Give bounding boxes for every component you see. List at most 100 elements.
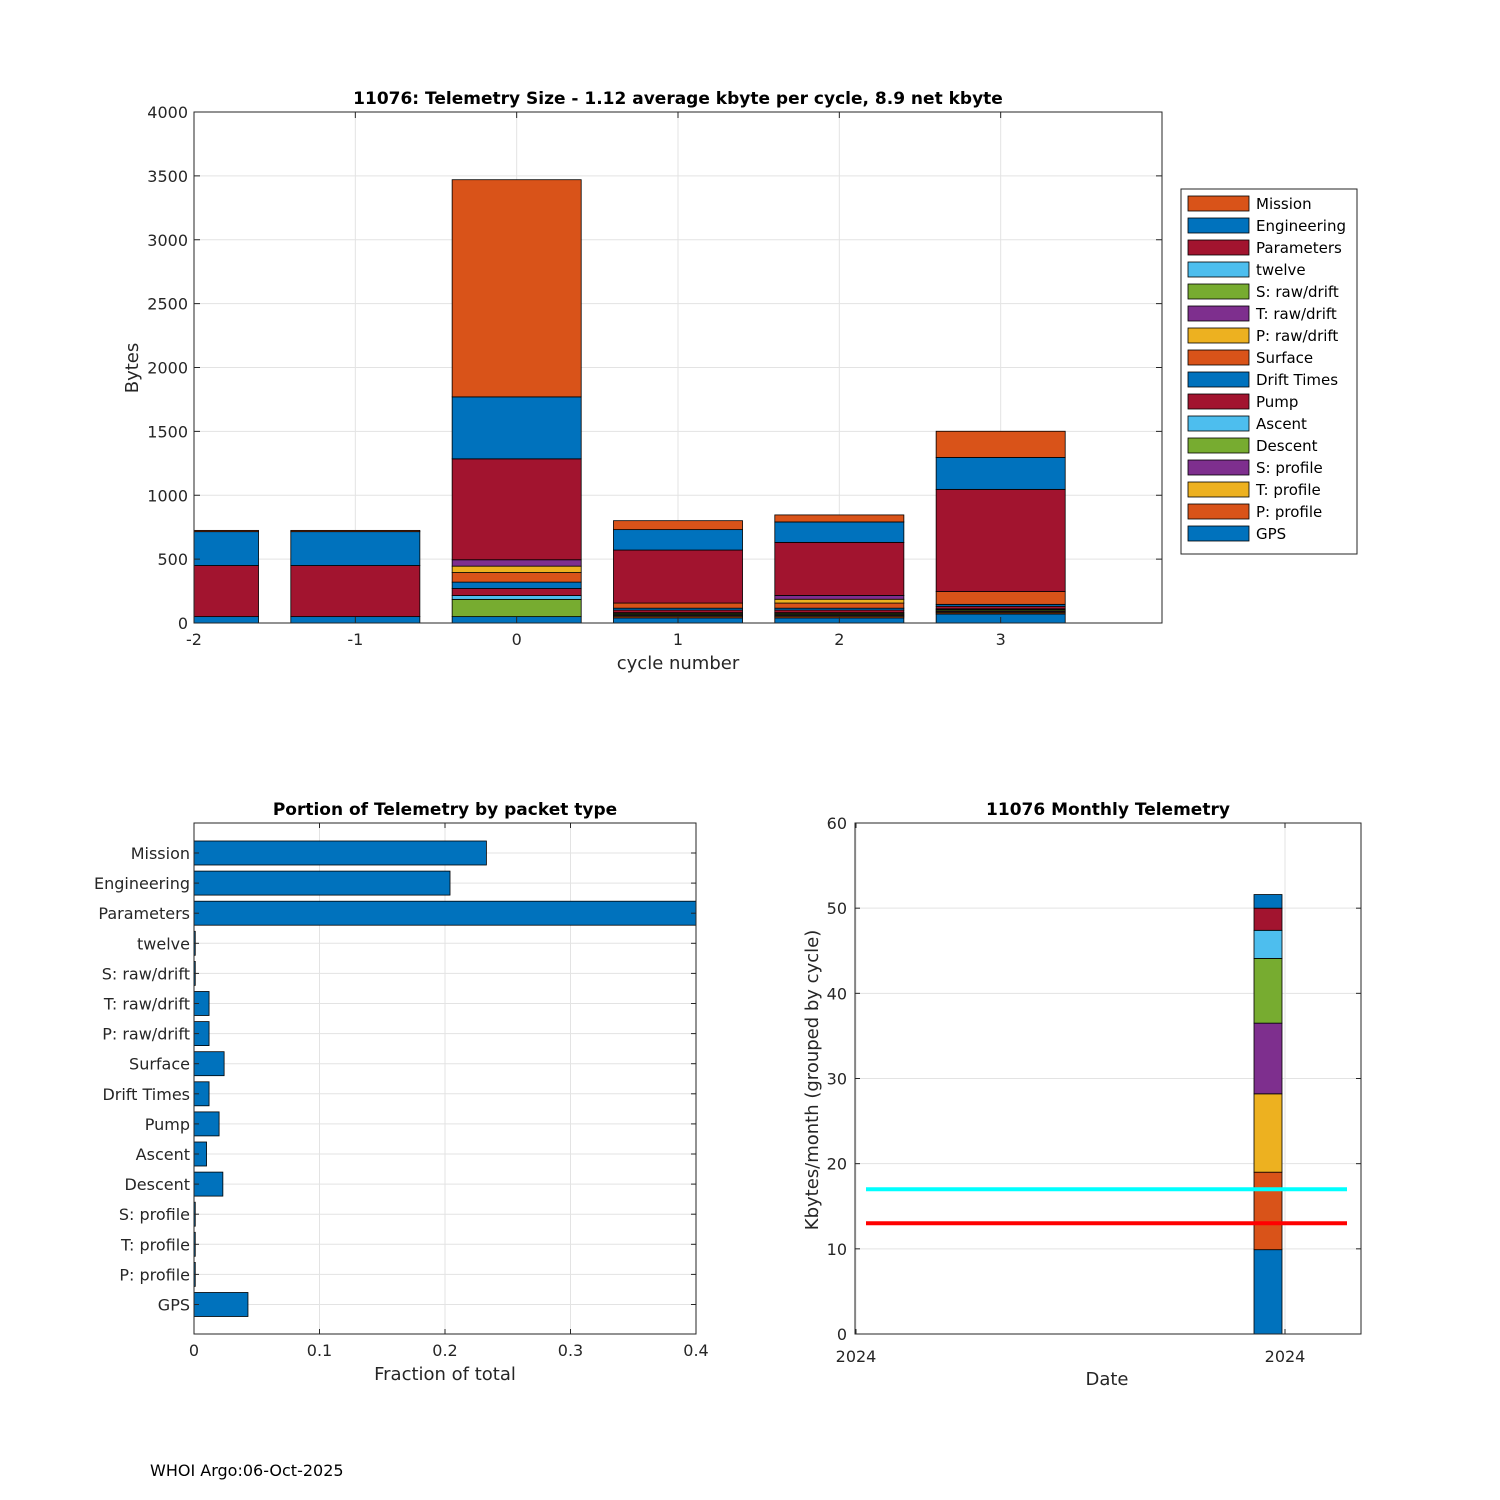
legend-label-p-raw-drift: P: raw/drift bbox=[1256, 327, 1338, 345]
legend-label-s-profile: S: profile bbox=[1256, 459, 1323, 477]
y-tick-label: Mission bbox=[131, 844, 190, 863]
bar-segment-parameters bbox=[290, 565, 421, 618]
x-tick-label: 0.3 bbox=[558, 1341, 583, 1360]
bar-segment-p-raw-drift bbox=[451, 565, 582, 573]
bar-segment-t-raw-drift bbox=[774, 595, 905, 600]
y-tick-label: 500 bbox=[157, 550, 188, 569]
y-tick-label: S: profile bbox=[119, 1205, 190, 1224]
telemetry-size-chart: -2 -1 0 1 2 3 0 500 1000 1500 2000 2500 3000 3500 4000… bbox=[122, 89, 1358, 674]
legend-label-gps: GPS bbox=[1256, 525, 1286, 543]
bar-segment-parameters bbox=[451, 458, 582, 561]
legend-label-surface: Surface bbox=[1256, 349, 1313, 367]
x-tick-label: 0.4 bbox=[683, 1341, 708, 1360]
bar-segment-engineering bbox=[774, 521, 905, 543]
x-tick-label: 0.1 bbox=[307, 1341, 332, 1360]
y-tick-label: 1000 bbox=[147, 486, 188, 505]
legend-label-engineering: Engineering bbox=[1256, 217, 1346, 235]
y-tick-label: 50 bbox=[827, 899, 847, 918]
legend-label-ascent: Ascent bbox=[1256, 415, 1307, 433]
bar-segment-mission bbox=[451, 179, 582, 398]
y-axis-label: Bytes bbox=[122, 343, 143, 394]
legend-label-pump: Pump bbox=[1256, 393, 1298, 411]
y-tick-label: Surface bbox=[129, 1055, 190, 1074]
y-tick-label: Ascent bbox=[136, 1145, 190, 1164]
bar-segment-cycle-2 bbox=[1253, 958, 1283, 1024]
y-tick-label: 4000 bbox=[147, 103, 188, 122]
y-tick-label: 3500 bbox=[147, 167, 188, 186]
bar-surface bbox=[193, 1051, 225, 1077]
bar-segment-cycle-5 bbox=[1253, 894, 1283, 909]
bar-engineering bbox=[193, 870, 451, 896]
legend-swatch-s-profile bbox=[1187, 459, 1250, 476]
legend-swatch-pump bbox=[1187, 393, 1250, 410]
bar-segment-surface bbox=[451, 572, 582, 583]
bar-segment-ascent bbox=[451, 595, 582, 600]
legend-label-p-profile: P: profile bbox=[1256, 503, 1322, 521]
y-tick-label: 2500 bbox=[147, 295, 188, 314]
bar-segment-surface bbox=[935, 591, 1066, 605]
bar-segment-engineering bbox=[935, 457, 1066, 490]
x-axis-label: cycle number bbox=[617, 653, 740, 674]
legend-label-descent: Descent bbox=[1256, 437, 1318, 455]
legend-swatch-t-profile bbox=[1187, 481, 1250, 498]
y-tick-label: S: raw/drift bbox=[102, 964, 190, 983]
bar-segment-cycle--2 bbox=[1253, 1249, 1283, 1335]
bar-segment-gps bbox=[194, 616, 259, 623]
bar-segment-cycle-0 bbox=[1253, 1093, 1283, 1173]
legend-swatch-engineering bbox=[1187, 217, 1250, 234]
bar-segment-cycle-1 bbox=[1253, 1022, 1283, 1095]
y-tick-label: T: profile bbox=[120, 1235, 190, 1254]
x-tick-label: 2024 bbox=[1265, 1347, 1306, 1366]
legend-label-twelve: twelve bbox=[1256, 261, 1306, 279]
bar-segment-drift-times bbox=[451, 581, 582, 589]
y-axis-label: Kbytes/month (grouped by cycle) bbox=[802, 930, 823, 1230]
x-tick-label: 3 bbox=[996, 630, 1006, 649]
bar-gps bbox=[193, 1292, 249, 1317]
x-axis-label: Fraction of total bbox=[374, 1364, 516, 1385]
bar-segment-engineering bbox=[194, 531, 259, 566]
legend-label-parameters: Parameters bbox=[1256, 239, 1342, 257]
bar-segment-parameters bbox=[774, 541, 905, 596]
legend-swatch-p-raw-drift bbox=[1187, 327, 1250, 344]
monthly-telemetry-chart: 0 10 20 30 40 50 60 2024 2024 11076 Monthly Telem… bbox=[802, 800, 1362, 1390]
bar-segment-mission bbox=[613, 520, 743, 531]
bar-segment-engineering bbox=[290, 531, 421, 566]
bar-segment-pump bbox=[451, 588, 582, 596]
y-tick-label: 3000 bbox=[147, 231, 188, 250]
y-tick-label: 40 bbox=[827, 984, 847, 1003]
y-tick-label: Pump bbox=[145, 1115, 190, 1134]
x-tick-label: 2024 bbox=[836, 1347, 877, 1366]
legend-swatch-t-raw-drift bbox=[1187, 305, 1250, 322]
bar-segment-engineering bbox=[613, 529, 743, 551]
bar-segment-mission bbox=[774, 514, 905, 523]
chart-title: 11076: Telemetry Size - 1.12 average kby… bbox=[353, 89, 1003, 109]
legend-label-drift-times: Drift Times bbox=[1256, 371, 1338, 389]
bar-segment-parameters bbox=[613, 549, 743, 604]
bar-mission bbox=[193, 840, 487, 866]
legend-swatch-gps bbox=[1187, 525, 1250, 542]
bar-segment-mission bbox=[194, 529, 259, 533]
legend-swatch-mission bbox=[1187, 195, 1250, 212]
legend-swatch-p-profile bbox=[1187, 503, 1250, 520]
chart-title: 11076 Monthly Telemetry bbox=[986, 800, 1230, 820]
legend-swatch-surface bbox=[1187, 349, 1250, 366]
legend-swatch-descent bbox=[1187, 437, 1250, 454]
x-tick-label: 0.2 bbox=[432, 1341, 457, 1360]
y-tick-label: P: profile bbox=[119, 1265, 190, 1284]
x-tick-label: -2 bbox=[186, 630, 202, 649]
legend-swatch-twelve bbox=[1187, 261, 1250, 278]
legend-swatch-ascent bbox=[1187, 415, 1250, 432]
y-tick-label: Descent bbox=[124, 1175, 190, 1194]
bar-group bbox=[194, 179, 1066, 623]
y-tick-label: Engineering bbox=[94, 874, 190, 893]
legend-label-s-raw-drift: S: raw/drift bbox=[1256, 283, 1339, 301]
y-tick-label: GPS bbox=[158, 1296, 190, 1315]
bar-segment-parameters bbox=[194, 565, 259, 618]
legend-label-t-raw-drift: T: raw/drift bbox=[1255, 305, 1337, 323]
x-tick-label: 1 bbox=[673, 630, 683, 649]
bar-parameters bbox=[193, 900, 697, 926]
bar-segment-parameters bbox=[935, 488, 1066, 592]
bar-segment-surface bbox=[774, 602, 905, 609]
bar-segment-cycle--1 bbox=[1253, 1171, 1283, 1251]
